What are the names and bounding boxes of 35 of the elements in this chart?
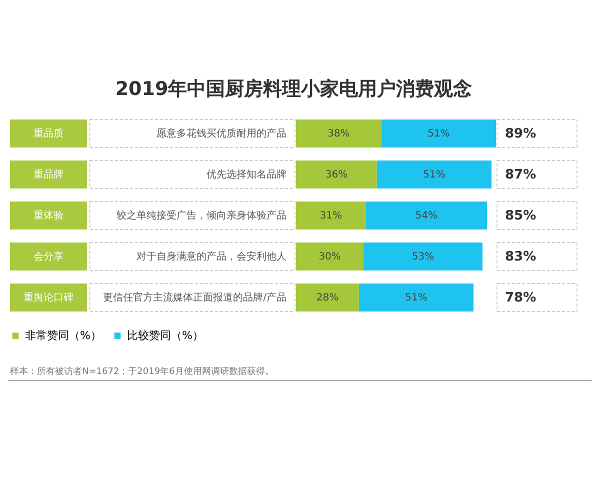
y-tick-label: 重体验	[33, 210, 64, 222]
bar	[296, 284, 359, 312]
data-label: 38%	[328, 128, 350, 140]
bar	[376, 160, 492, 188]
data-label: 51%	[428, 128, 450, 140]
total-label: 83%	[505, 250, 536, 264]
data-label: 31%	[320, 210, 342, 222]
text: 较之单纯接受广告，倾向亲身体验产品	[116, 210, 286, 222]
total-label: 85%	[505, 208, 536, 224]
y-tick-label: 重舆论口碑	[23, 292, 74, 304]
data-label: 51%	[423, 170, 446, 180]
data-label: 54%	[415, 210, 438, 222]
data-label: 30%	[318, 252, 341, 262]
data-label: 53%	[412, 252, 434, 262]
total-label: 89%	[505, 126, 536, 142]
data-label: 28%	[316, 292, 339, 304]
bar	[296, 242, 364, 270]
y-tick-label: 重品牌	[33, 168, 64, 180]
legend-label: 非常赞同（%）	[25, 328, 102, 342]
bar	[358, 284, 474, 312]
y-tick-label: 会分享	[33, 250, 64, 262]
data-label: 51%	[405, 292, 428, 304]
data-label: 36%	[325, 170, 348, 180]
chart-title: 2019年中国厨房料理小家电用户消费观念	[115, 78, 472, 100]
text: 更信任官方主流媒体正面报道的品牌/产品	[103, 292, 286, 304]
text: 对于自身满意的产品，会安利他人	[136, 250, 286, 262]
total-label: 78%	[505, 290, 536, 306]
bar	[366, 202, 488, 230]
legend-label: 比较赞同（%）	[127, 328, 204, 342]
text: 愿意多花钱买优质耐用的产品	[156, 128, 286, 140]
total-label: 87%	[505, 168, 536, 182]
y-tick-label: 重品质	[33, 128, 64, 140]
bar	[363, 242, 483, 270]
text: 样本：所有被访者N=1672；于2019年6月使用网调研数据获得。	[10, 366, 274, 378]
text: 优先选择知名品牌	[206, 168, 286, 180]
